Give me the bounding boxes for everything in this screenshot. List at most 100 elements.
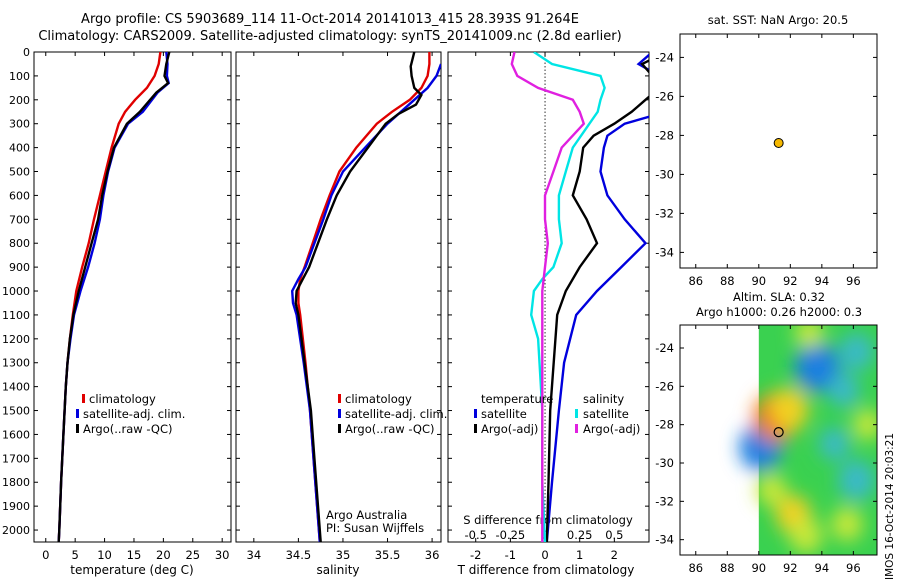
- legend-label: Argo(-adj): [583, 422, 640, 436]
- map-lon-label: 86: [688, 561, 703, 575]
- sla-anomaly: [819, 427, 850, 461]
- temperature-tick-label: 25: [185, 548, 200, 562]
- temperature-tick-label: 0: [42, 548, 49, 562]
- depth-tick-label: 500: [9, 166, 30, 179]
- figure-title-line1: Argo profile: CS 5903689_114 11-Oct-2014…: [81, 12, 579, 27]
- map-lon-label: 94: [815, 274, 830, 288]
- sst-map-axes: [679, 33, 878, 269]
- salinity-climatology-line: [297, 52, 431, 542]
- temperature-legend: climatology satellite-adj. clim. Argo(..…: [76, 392, 185, 436]
- tdiff-satellite-line: [545, 53, 649, 542]
- temperature-tick-label: 15: [127, 548, 142, 562]
- tdiff-argo-line: [545, 59, 649, 542]
- legend-label: satellite: [481, 407, 527, 421]
- map-lat-label: -24: [655, 341, 674, 355]
- depth-tick-label: 1100: [2, 309, 30, 322]
- temperature-argo-line: [57, 52, 171, 542]
- sla-anomaly: [789, 517, 823, 554]
- depth-axis: 0 100 200 300 400 500 600 700 800 900 1000 1100 1200…: [2, 46, 38, 537]
- depth-tick-label: 300: [9, 118, 30, 131]
- legend-swatch-tsat: [474, 409, 477, 418]
- sla-anomaly: [768, 387, 809, 432]
- legend-swatch-argo: [338, 424, 341, 433]
- map-lat-label: -32: [655, 206, 674, 220]
- map-lon-label: 92: [783, 274, 798, 288]
- sdiff-tick-label: 0.25: [567, 528, 593, 542]
- legend-swatch-targo: [474, 424, 477, 433]
- sla-heatmap: [739, 325, 877, 554]
- temperature-tick-label: 10: [97, 548, 112, 562]
- map-lon-label: 88: [720, 274, 735, 288]
- depth-tick-label: 1800: [2, 476, 30, 489]
- depth-tick-label: 600: [9, 189, 30, 202]
- depth-tick-label: 2000: [2, 524, 30, 537]
- legend-swatch-sargo: [575, 424, 578, 433]
- depth-tick-label: 1900: [2, 500, 30, 513]
- sdiff-tick-label: 0.5: [605, 528, 623, 542]
- legend-swatch-argo: [76, 424, 79, 433]
- tdiff-tick-label: 1: [576, 548, 583, 562]
- legend-label: climatology: [345, 392, 412, 406]
- map-lat-label: -34: [655, 533, 674, 547]
- salinity-tick-label: 35.5: [375, 548, 401, 562]
- sdiff-tick-label: -0.25: [495, 528, 525, 542]
- tdiff-tick-label: 0: [541, 548, 548, 562]
- salinity-tick-label: 36: [425, 548, 440, 562]
- legend-label: Argo(-adj): [481, 422, 538, 436]
- map-lat-label: -24: [655, 50, 674, 64]
- map-lat-label: -26: [655, 379, 674, 393]
- temperature-axes: [33, 51, 232, 543]
- sdiff-argo-line: [510, 52, 586, 542]
- map-lon-label: 90: [751, 561, 766, 575]
- sla-anomaly: [756, 473, 787, 507]
- legend-swatch-climatology: [82, 394, 85, 403]
- map-lat-label: -34: [655, 245, 674, 259]
- depth-tick-label: 1600: [2, 428, 30, 441]
- temperature-xticks: 0 5 10 15 20 25 30: [42, 52, 229, 562]
- legend-swatch-satellite: [338, 409, 341, 418]
- credit-line2: PI: Susan Wijffels: [326, 521, 424, 535]
- legend-swatch-climatology: [338, 394, 341, 403]
- map-lon-label: 94: [815, 561, 830, 575]
- map-lat-label: -26: [655, 89, 674, 103]
- depth-tick-label: 1200: [2, 333, 30, 346]
- sla-map-ticks: 86 88 90 92 94 96 -24 -26 -28 -30 -32 -34: [655, 325, 877, 575]
- depth-tick-label: 200: [9, 94, 30, 107]
- sla-anomaly: [795, 325, 824, 349]
- salinity-xlabel: salinity: [316, 563, 359, 577]
- legend-swatch-ssat: [575, 409, 578, 418]
- map-lat-label: -28: [655, 418, 674, 432]
- salinity-axes: [235, 51, 442, 543]
- sla-anomaly: [794, 342, 840, 393]
- tdiff-tick-label: -1: [505, 548, 516, 562]
- inner-ticks: [227, 51, 649, 531]
- sst-map-title: sat. SST: NaN Argo: 20.5: [708, 13, 849, 27]
- map-lat-label: -30: [655, 167, 674, 181]
- legend-label: Argo(..raw -QC): [345, 422, 435, 436]
- depth-tick-label: 1300: [2, 357, 30, 370]
- depth-tick-label: 1500: [2, 405, 30, 418]
- sla-map-axes: [679, 324, 878, 556]
- salinity-tick-label: 34.5: [286, 548, 312, 562]
- sla-map-title-line1: Altim. SLA: 0.32: [733, 290, 825, 304]
- sla-anomaly: [831, 507, 863, 542]
- map-lat-label: -28: [655, 128, 674, 142]
- depth-tick-label: 700: [9, 213, 30, 226]
- salinity-argo-line: [294, 52, 423, 542]
- temperature-climatology-line: [57, 52, 162, 542]
- temperature-tick-label: 5: [72, 548, 79, 562]
- argo-location-marker: [773, 427, 784, 438]
- temperature-tick-label: 20: [156, 548, 171, 562]
- depth-tick-label: 0: [23, 46, 30, 59]
- sdiff-satellite-line: [529, 52, 606, 542]
- temperature-tick-label: 30: [215, 548, 230, 562]
- legend-swatch-satellite: [76, 409, 79, 418]
- difference-axes: [447, 51, 650, 543]
- map-lat-label: -32: [655, 494, 674, 508]
- sla-anomaly: [853, 409, 877, 441]
- legend-label: satellite-adj. clim.: [83, 407, 185, 421]
- depth-tick-label: 100: [9, 70, 30, 83]
- tdiff-tick-label: 2: [611, 548, 618, 562]
- sla-map-title-line2: Argo h1000: 0.26 h2000: 0.3: [696, 305, 862, 319]
